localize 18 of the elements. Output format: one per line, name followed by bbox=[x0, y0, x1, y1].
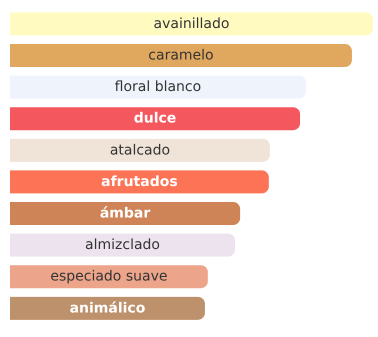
y-tick-label: animálico bbox=[70, 300, 146, 316]
y-tick-label: especiado suave bbox=[50, 268, 168, 285]
y-tick-label: avainillado bbox=[154, 16, 230, 32]
bar bbox=[10, 12, 373, 36]
bar bbox=[10, 234, 236, 257]
y-tick-label: floral blanco bbox=[114, 79, 202, 96]
y-tick-label: atalcado bbox=[110, 142, 170, 158]
bar bbox=[10, 202, 240, 226]
y-tick-label: afrutados bbox=[101, 174, 178, 190]
y-tick-label: ámbar bbox=[100, 206, 150, 222]
bar bbox=[10, 296, 205, 320]
y-tick-label: almizclado bbox=[85, 237, 160, 254]
bar bbox=[10, 138, 270, 162]
bar bbox=[10, 107, 300, 130]
y-tick-label: caramelo bbox=[148, 48, 214, 64]
bar bbox=[10, 170, 269, 194]
bar bbox=[10, 44, 352, 68]
y-tick-label: dulce bbox=[134, 110, 176, 127]
